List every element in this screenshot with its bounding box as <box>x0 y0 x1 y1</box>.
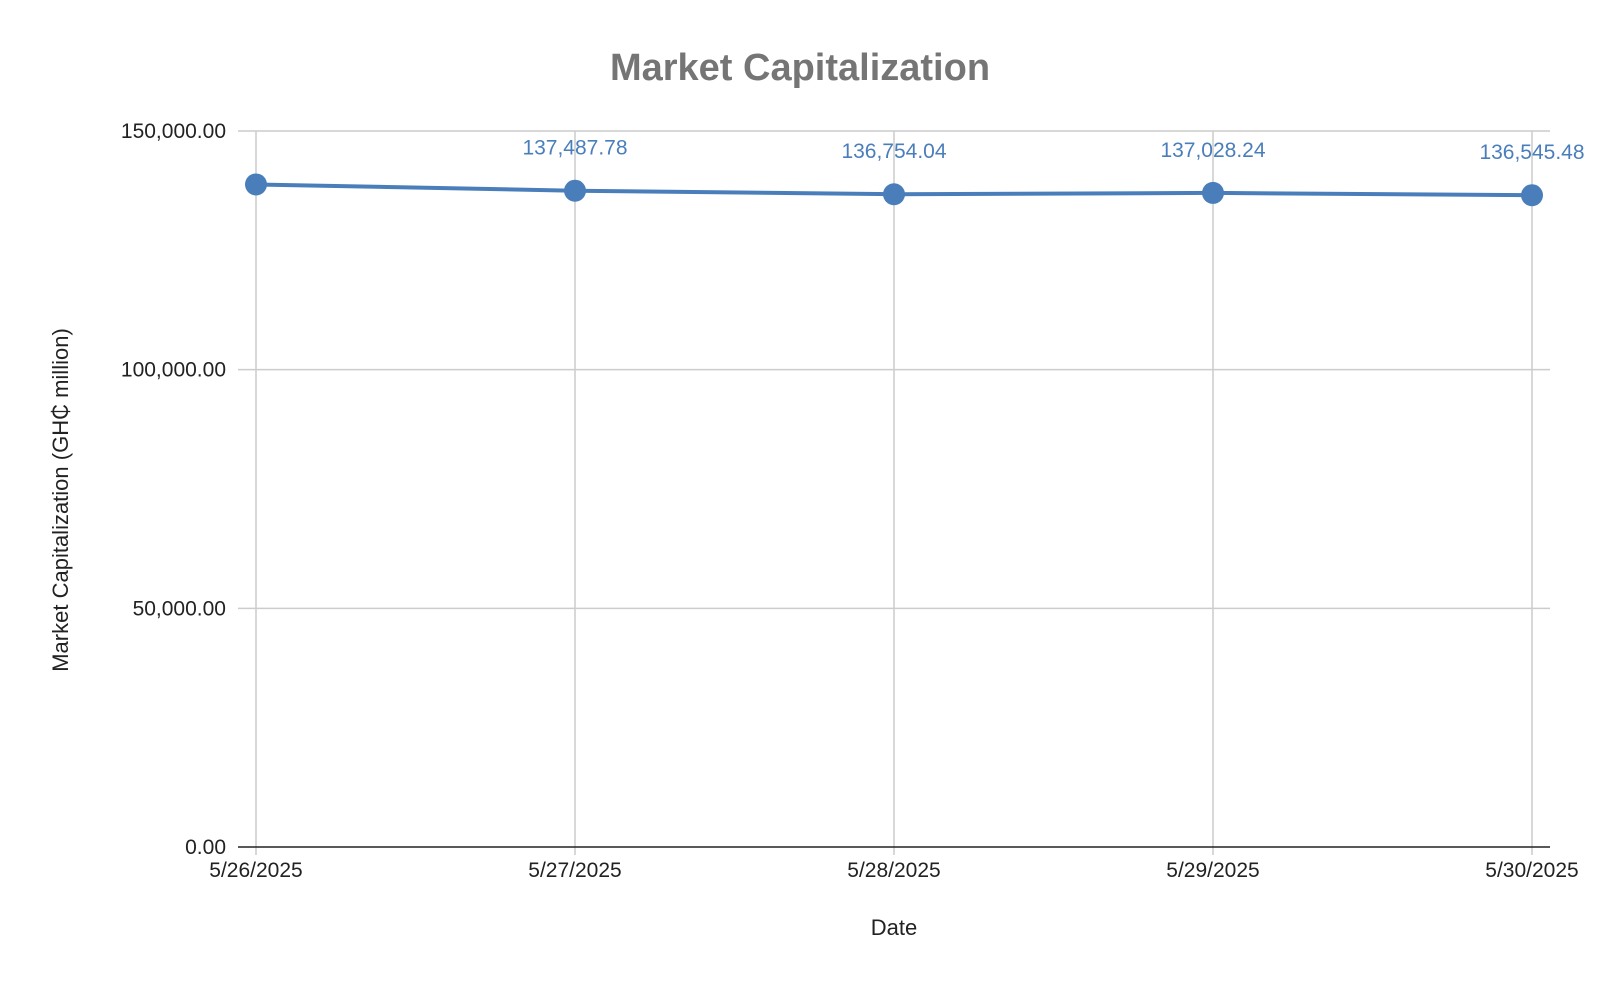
data-point <box>883 183 905 206</box>
y-axis-title: Market Capitalization (GH₵ million) <box>48 328 73 672</box>
y-tick-label: 150,000.00 <box>121 120 226 143</box>
grid-layer <box>238 130 1550 855</box>
x-tick-label: 5/28/2025 <box>847 859 940 882</box>
x-axis-title: Date <box>871 915 917 940</box>
data-point <box>1521 184 1543 207</box>
x-tick-label: 5/26/2025 <box>209 859 302 882</box>
data-point <box>245 173 267 196</box>
y-tick-label: 50,000.00 <box>133 597 226 620</box>
x-tick-label: 5/29/2025 <box>1166 859 1259 882</box>
y-tick-label: 0.00 <box>185 836 226 859</box>
axis-layer: 0.00 50,000.00 100,000.00 150,000.00 5/26/20… <box>121 120 1579 882</box>
x-tick-label: 5/27/2025 <box>528 859 621 882</box>
chart-title: Market Capitalization <box>610 47 990 89</box>
data-point <box>1202 181 1224 204</box>
label-layer: 137,487.78 136,754.04 137,028.24 136,545.48 <box>522 137 1584 164</box>
y-tick-label: 100,000.00 <box>121 359 226 382</box>
data-label: 137,487.78 <box>522 137 627 160</box>
data-label: 136,754.04 <box>841 140 946 163</box>
data-label: 136,545.48 <box>1479 141 1584 164</box>
series-layer <box>245 173 1543 207</box>
x-tick-label: 5/30/2025 <box>1485 859 1578 882</box>
data-point <box>564 179 586 202</box>
data-label: 137,028.24 <box>1160 139 1265 162</box>
